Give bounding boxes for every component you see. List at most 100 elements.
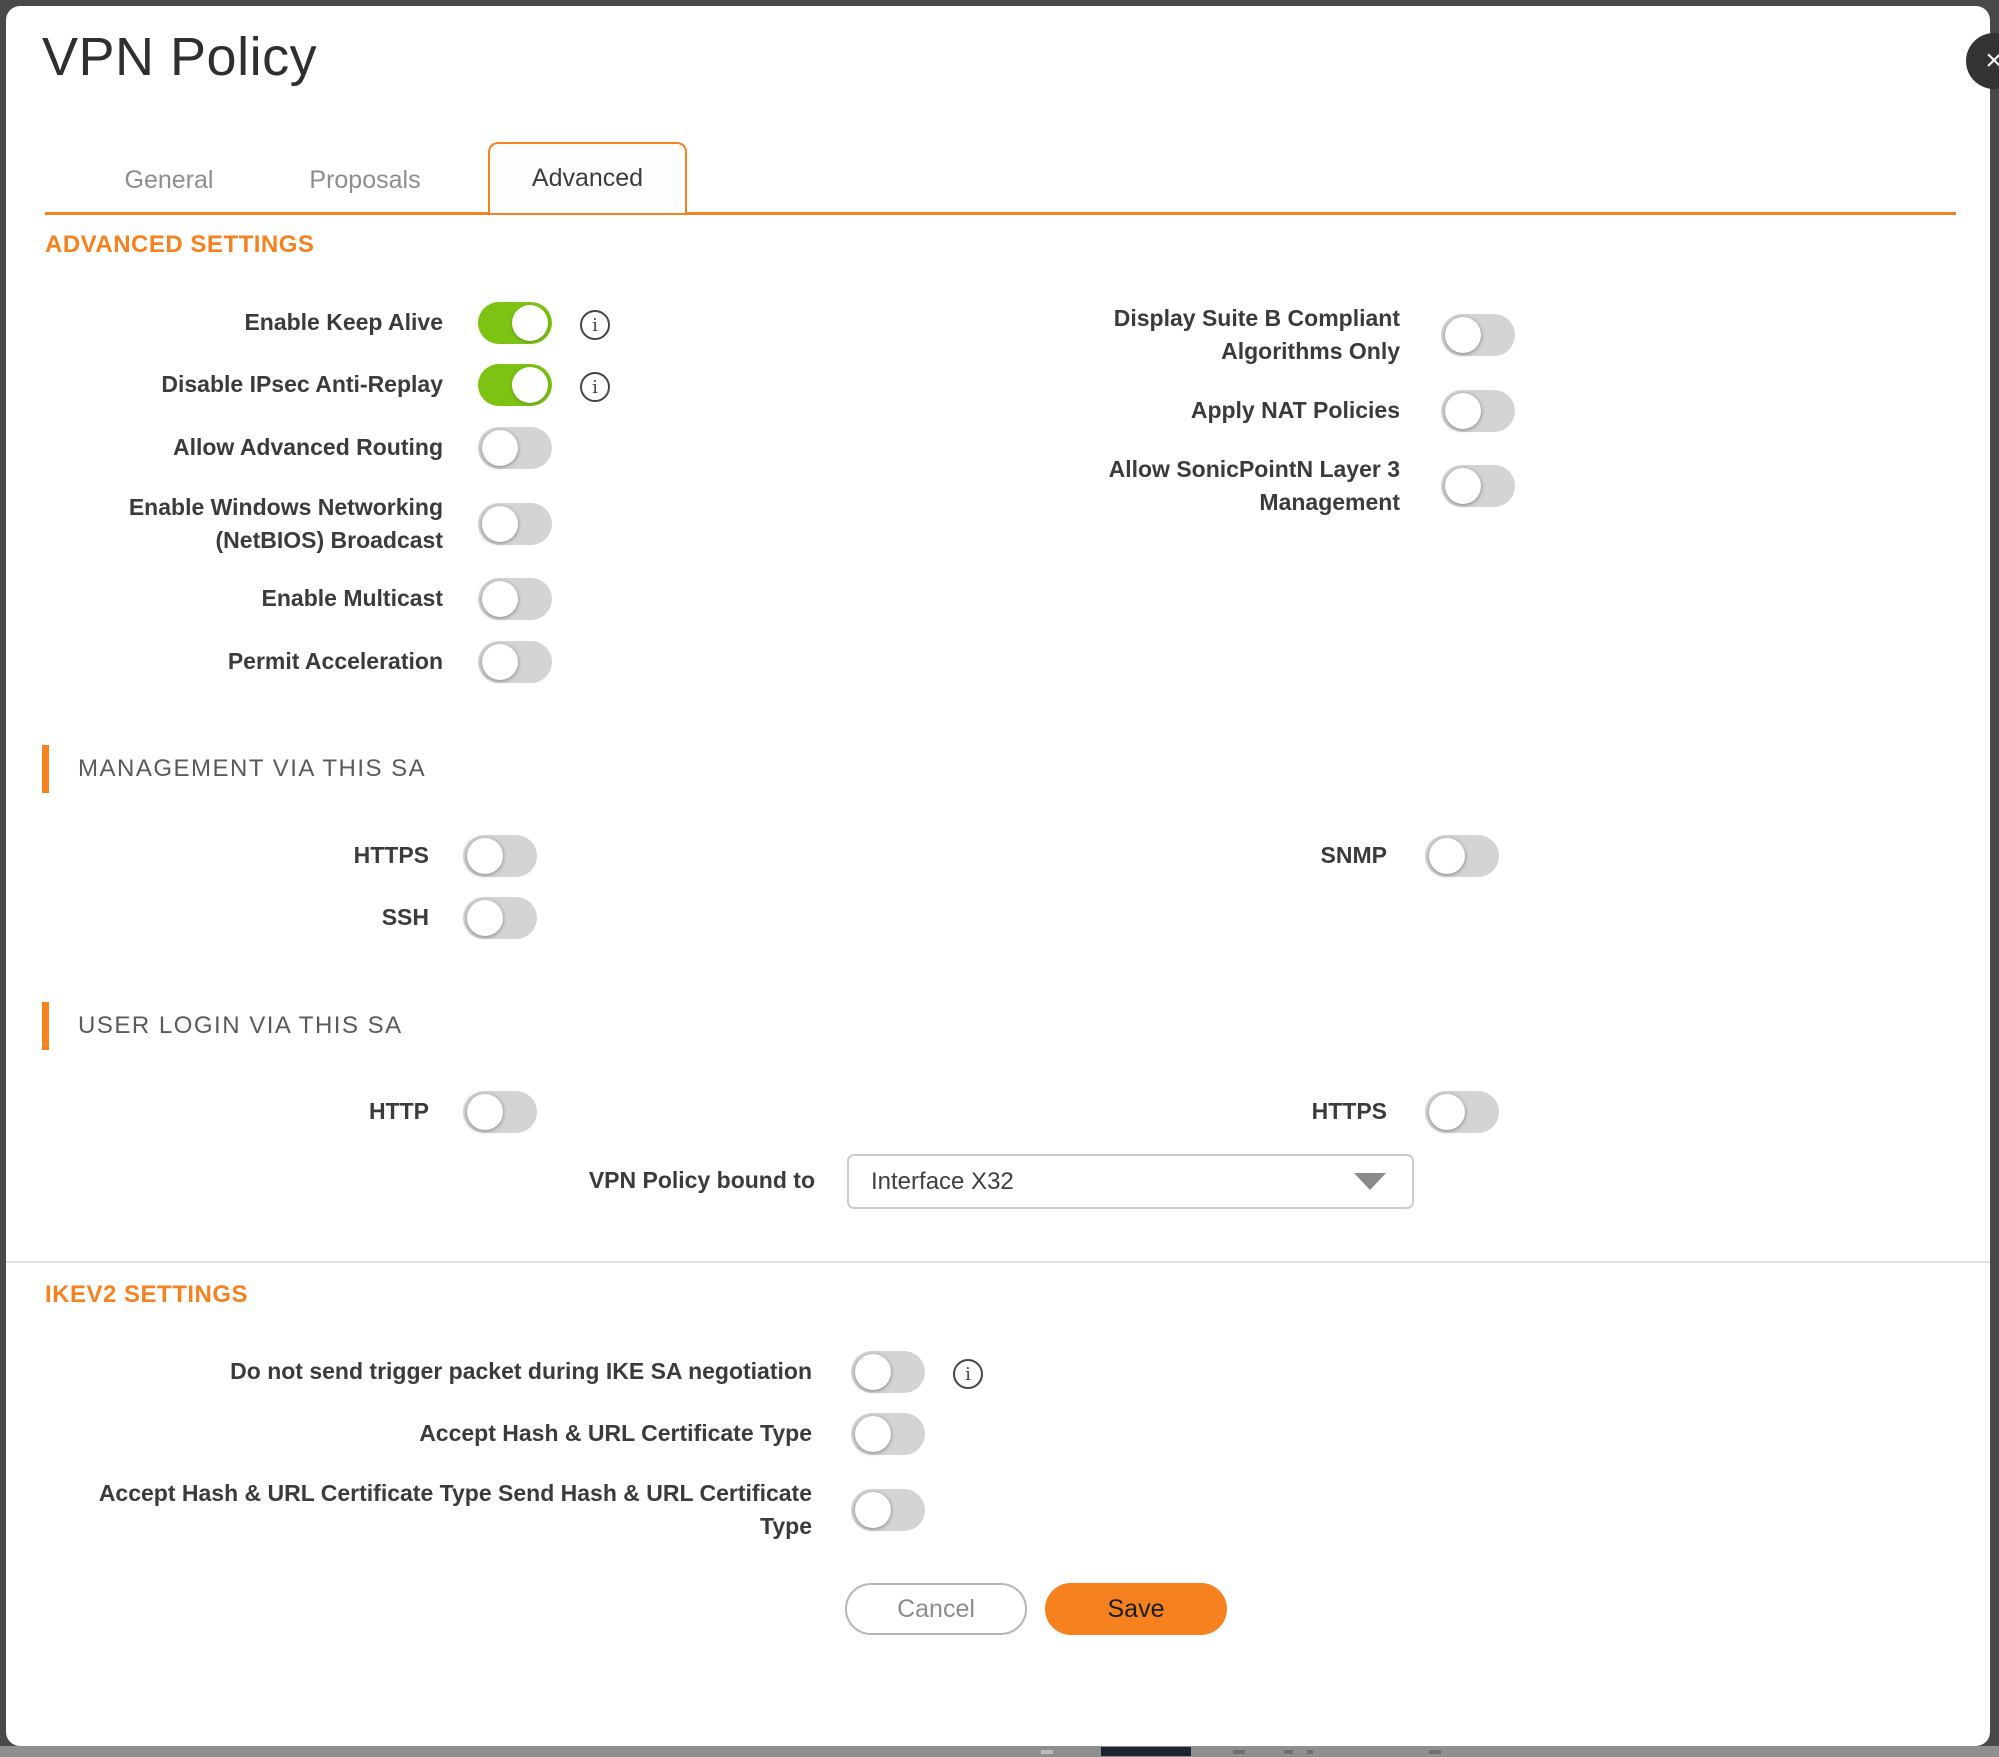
enable-keep-alive-toggle[interactable] <box>478 302 552 344</box>
row-netbios-broadcast: Enable Windows Networking (NetBIOS) Broa… <box>45 484 552 564</box>
toggle-knob <box>482 506 518 542</box>
row-login-http: HTTP <box>45 1091 537 1133</box>
row-permit-acceleration: Permit Acceleration <box>45 641 552 683</box>
suite-b-compliant-label: Display Suite B Compliant Algorithms Onl… <box>1113 304 1400 364</box>
login-http-label: HTTP <box>368 1098 429 1125</box>
accept-hash-url-cert-toggle[interactable] <box>851 1413 925 1455</box>
toggle-knob <box>855 1354 891 1390</box>
tab-general-label: General <box>124 165 214 194</box>
close-icon: × <box>1985 44 1999 77</box>
vpn-policy-bound-to-label: VPN Policy bound to <box>588 1167 815 1193</box>
row-mgmt-https: HTTPS <box>45 835 537 877</box>
sonicpointn-layer3-label: Allow SonicPointN Layer 3 Management <box>1108 455 1400 515</box>
row-suite-b-compliant: Display Suite B Compliant Algorithms Onl… <box>1070 295 1515 375</box>
row-enable-keep-alive: Enable Keep Alive <box>45 302 552 344</box>
mgmt-ssh-toggle[interactable] <box>463 897 537 939</box>
management-via-sa-heading: MANAGEMENT VIA THIS SA <box>78 755 427 782</box>
toggle-knob <box>1445 317 1481 353</box>
cancel-button[interactable]: Cancel <box>845 1583 1027 1635</box>
row-accept-send-hash-url-cert: Accept Hash & URL Certificate Type Send … <box>45 1470 925 1550</box>
apply-nat-policies-toggle[interactable] <box>1441 390 1515 432</box>
toggle-knob <box>512 367 548 403</box>
vpn-policy-bound-to-select[interactable]: Interface X32 <box>847 1154 1414 1209</box>
backdrop-bottom-strip <box>0 1746 1999 1757</box>
tab-underline <box>45 212 1956 215</box>
toggle-knob <box>467 838 503 874</box>
allow-advanced-routing-label: Allow Advanced Routing <box>172 434 443 461</box>
permit-acceleration-toggle[interactable] <box>478 641 552 683</box>
toggle-knob <box>1429 838 1465 874</box>
row-sonicpointn-layer3: Allow SonicPointN Layer 3 Management <box>1070 446 1515 526</box>
no-trigger-packet-toggle[interactable] <box>851 1351 925 1393</box>
mgmt-ssh-label: SSH <box>381 904 429 931</box>
backdrop-speck <box>1041 1750 1053 1754</box>
tab-advanced[interactable]: Advanced <box>488 142 687 213</box>
row-enable-multicast: Enable Multicast <box>45 578 552 620</box>
backdrop-speck <box>1233 1750 1245 1754</box>
apply-nat-policies-label: Apply NAT Policies <box>1190 397 1400 424</box>
section-accent-bar <box>42 745 49 793</box>
tab-advanced-label: Advanced <box>531 164 644 192</box>
info-glyph: i <box>592 376 598 398</box>
login-https-label: HTTPS <box>1311 1098 1387 1125</box>
row-apply-nat-policies: Apply NAT Policies <box>1070 390 1515 432</box>
mgmt-https-label: HTTPS <box>353 842 429 869</box>
mgmt-snmp-label: SNMP <box>1320 842 1387 869</box>
disable-ipsec-anti-replay-toggle[interactable] <box>478 364 552 406</box>
toggle-knob <box>1445 393 1481 429</box>
toggle-knob <box>482 644 518 680</box>
backdrop-speck <box>1284 1750 1293 1754</box>
row-allow-advanced-routing: Allow Advanced Routing <box>45 427 552 469</box>
toggle-knob <box>467 1094 503 1130</box>
backdrop-speck <box>1429 1750 1441 1754</box>
accept-send-hash-url-cert-label: Accept Hash & URL Certificate Type Send … <box>98 1479 812 1539</box>
user-login-via-sa-heading: USER LOGIN VIA THIS SA <box>78 1012 403 1039</box>
advanced-settings-heading: ADVANCED SETTINGS <box>45 231 315 258</box>
tab-general[interactable]: General <box>119 158 219 202</box>
suite-b-compliant-toggle[interactable] <box>1441 314 1515 356</box>
disable-ipsec-anti-replay-label: Disable IPsec Anti-Replay <box>161 371 443 398</box>
info-glyph: i <box>965 1363 971 1385</box>
row-disable-ipsec-anti-replay: Disable IPsec Anti-Replay <box>45 364 552 406</box>
ikev2-settings-heading: IKEV2 SETTINGS <box>45 1281 249 1308</box>
mgmt-snmp-toggle[interactable] <box>1425 835 1499 877</box>
sonicpointn-layer3-toggle[interactable] <box>1441 465 1515 507</box>
mgmt-https-toggle[interactable] <box>463 835 537 877</box>
row-no-trigger-packet: Do not send trigger packet during IKE SA… <box>45 1351 925 1393</box>
toggle-knob <box>1445 468 1481 504</box>
bound-to-selected-value: Interface X32 <box>871 1167 1014 1195</box>
login-https-toggle[interactable] <box>1425 1091 1499 1133</box>
tab-proposals[interactable]: Proposals <box>300 158 430 202</box>
info-icon[interactable]: i <box>580 310 610 340</box>
info-icon[interactable]: i <box>580 372 610 402</box>
netbios-broadcast-toggle[interactable] <box>478 503 552 545</box>
backdrop-speck <box>1307 1750 1313 1754</box>
enable-multicast-label: Enable Multicast <box>261 585 443 612</box>
no-trigger-packet-label: Do not send trigger packet during IKE SA… <box>230 1358 812 1385</box>
section-divider <box>6 1261 1990 1263</box>
section-accent-bar <box>42 1002 49 1050</box>
toggle-knob <box>512 305 548 341</box>
enable-keep-alive-label: Enable Keep Alive <box>244 309 443 336</box>
login-http-toggle[interactable] <box>463 1091 537 1133</box>
toggle-knob <box>482 581 518 617</box>
tab-proposals-label: Proposals <box>309 165 421 194</box>
chevron-down-icon <box>1354 1173 1386 1190</box>
toggle-knob <box>467 900 503 936</box>
save-button[interactable]: Save <box>1045 1583 1227 1635</box>
row-login-https: HTTPS <box>1057 1091 1499 1133</box>
info-icon[interactable]: i <box>953 1359 983 1389</box>
accept-send-hash-url-cert-toggle[interactable] <box>851 1489 925 1531</box>
allow-advanced-routing-toggle[interactable] <box>478 427 552 469</box>
accept-hash-url-cert-label: Accept Hash & URL Certificate Type <box>419 1420 812 1447</box>
backdrop-navy-segment <box>1101 1747 1191 1756</box>
page-title: VPN Policy <box>42 27 318 87</box>
permit-acceleration-label: Permit Acceleration <box>227 648 443 675</box>
row-accept-hash-url-cert: Accept Hash & URL Certificate Type <box>45 1413 925 1455</box>
enable-multicast-toggle[interactable] <box>478 578 552 620</box>
row-mgmt-snmp: SNMP <box>1057 835 1499 877</box>
toggle-knob <box>1429 1094 1465 1130</box>
toggle-knob <box>482 430 518 466</box>
info-glyph: i <box>592 314 598 336</box>
